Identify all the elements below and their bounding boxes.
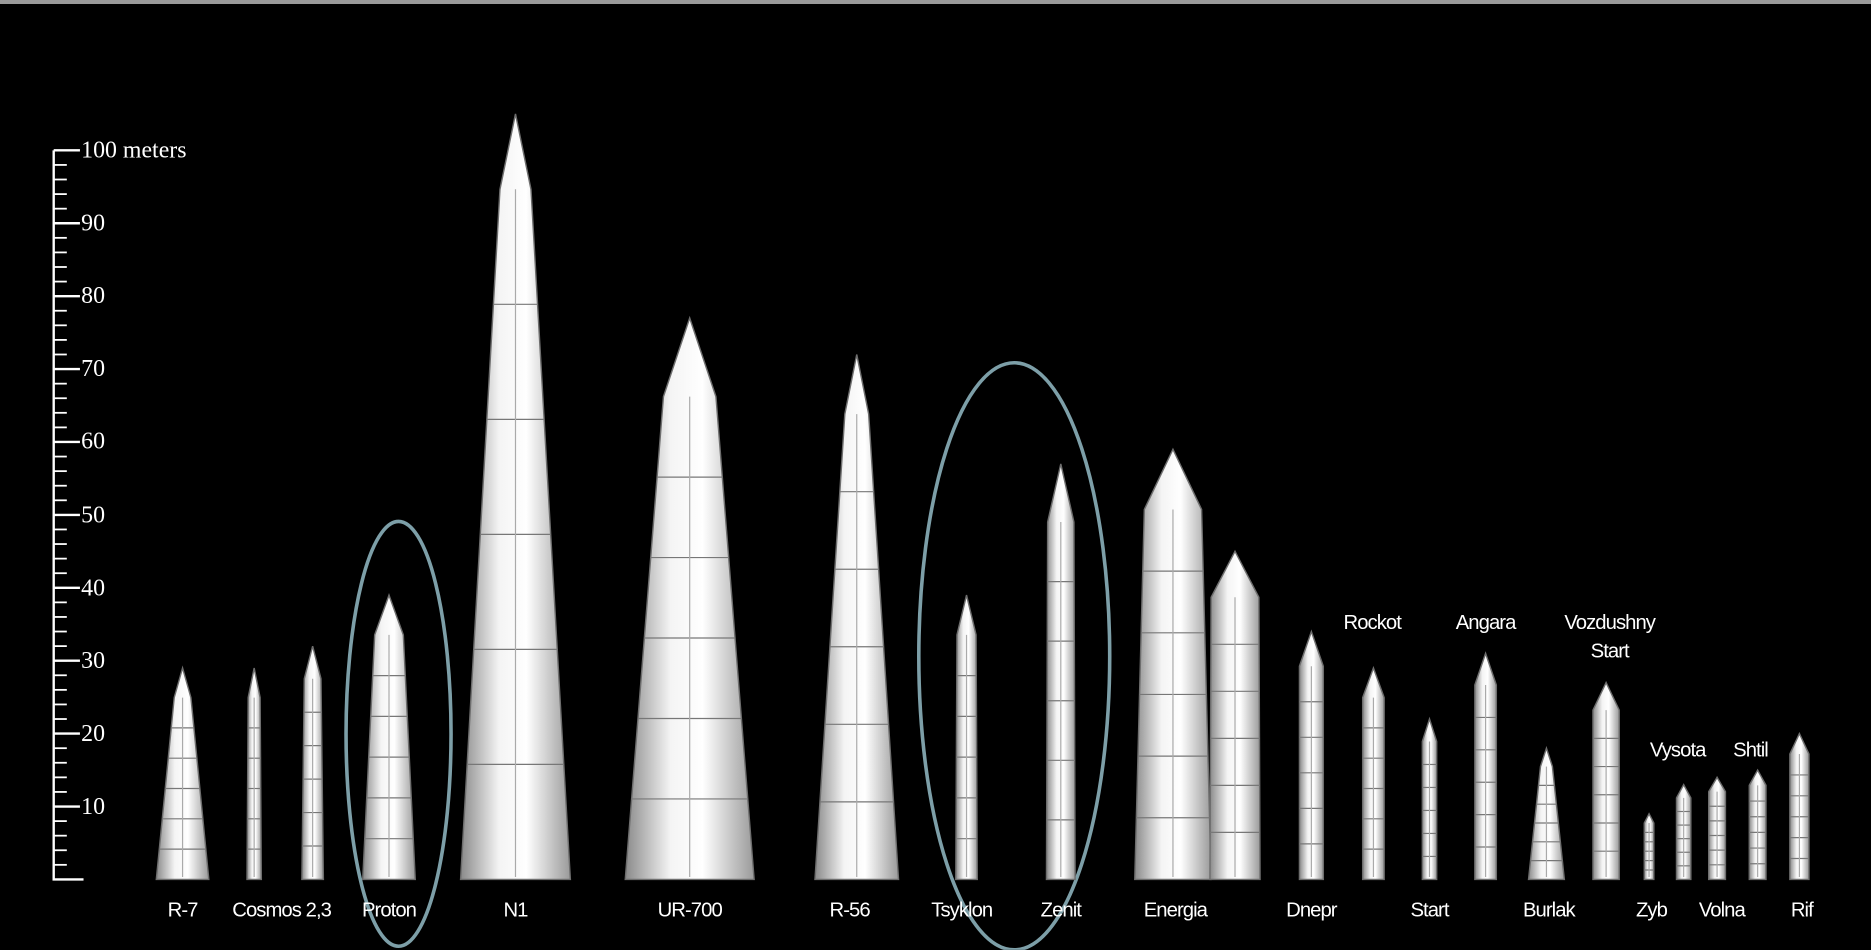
page: 100 meters 90 80 70 60 50 40 30 20 10 R-7 Cosmos 2,… <box>0 0 1871 950</box>
rocket-label: N1 <box>503 896 527 925</box>
rocket-label: Vozdushny Start <box>1562 609 1657 666</box>
rocket <box>1529 748 1565 879</box>
rocket-label: Dnepr <box>1286 896 1336 925</box>
rocket-label: Shtil <box>1733 736 1768 765</box>
rocket <box>1299 632 1323 880</box>
ruler-label: 70 <box>81 357 105 381</box>
rocket <box>1593 683 1619 880</box>
ruler-label: 80 <box>81 284 105 308</box>
rocket <box>1709 777 1726 879</box>
ruler-label: 60 <box>81 430 105 454</box>
rocket <box>461 114 571 880</box>
rocket-label: Start <box>1410 896 1448 925</box>
rocket <box>1363 668 1384 879</box>
rocket <box>625 318 754 879</box>
ruler-label: 30 <box>81 649 105 673</box>
rocket <box>1790 734 1809 880</box>
rocket <box>363 595 416 879</box>
ruler-label: 50 <box>81 503 105 527</box>
rocket-label: Rockot <box>1344 609 1401 638</box>
rocket <box>815 354 899 879</box>
rocket <box>1422 719 1436 879</box>
rocket-label: Vysota <box>1650 736 1706 765</box>
rocket-label: Angara <box>1456 609 1516 638</box>
rocket <box>156 668 209 879</box>
rocket <box>1135 449 1211 879</box>
highlight-ellipse <box>919 363 1110 950</box>
rocket-label: Zenit <box>1041 896 1081 925</box>
rocket <box>247 668 261 879</box>
rocket <box>1677 785 1691 880</box>
ruler-label: 40 <box>81 576 105 600</box>
ruler-label: 90 <box>81 211 105 235</box>
rocket-label: Burlak <box>1523 896 1575 925</box>
rocket <box>1046 464 1075 880</box>
rocket-label: UR-700 <box>658 896 722 925</box>
ruler-label: 10 <box>81 795 105 819</box>
rocket-label: Zyb <box>1636 896 1667 925</box>
rocket-label: R-56 <box>830 896 870 925</box>
ruler-label: 20 <box>81 722 105 746</box>
rocket-label: Cosmos 2,3 <box>232 896 331 925</box>
rocket-label: Tsyklon <box>931 896 992 925</box>
rocket <box>302 646 323 879</box>
rocket-label: Rif <box>1791 896 1813 925</box>
rocket <box>1475 653 1496 879</box>
ruler-label: 100 meters <box>81 138 186 162</box>
rocket-label: Proton <box>362 896 416 925</box>
rocket-label: Energia <box>1144 896 1207 925</box>
rocket <box>1749 770 1766 879</box>
rocket <box>1210 551 1260 879</box>
rocket-comparison: 100 meters 90 80 70 60 50 40 30 20 10 R-7 Cosmos 2,… <box>0 0 1871 950</box>
rocket-label: R-7 <box>168 896 198 925</box>
rocket <box>1644 814 1654 880</box>
rocket <box>956 595 977 879</box>
drawing <box>0 0 1871 950</box>
rocket-label: Volna <box>1699 896 1745 925</box>
